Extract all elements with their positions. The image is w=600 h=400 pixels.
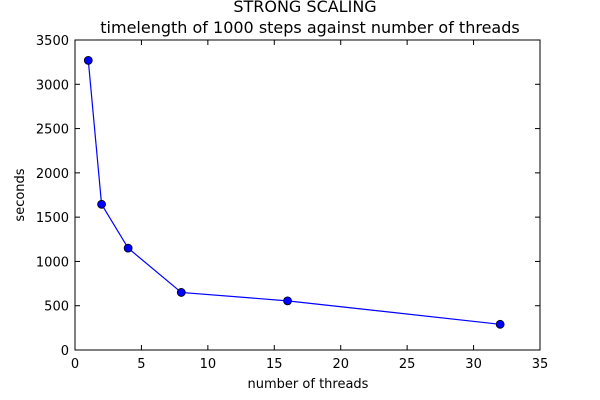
x-tick-label: 15 bbox=[266, 357, 283, 372]
axis-ticks: 0 5 10 15 20 25 30 35 0 500 1000 1500 2000 2500 3000 35… bbox=[36, 34, 548, 372]
x-tick-label: 35 bbox=[532, 357, 549, 372]
data-point bbox=[97, 199, 106, 209]
y-tick-label: 1500 bbox=[36, 211, 69, 226]
y-tick-label: 3500 bbox=[36, 34, 69, 49]
y-tick-label: 0 bbox=[61, 344, 69, 359]
y-tick-label: 2000 bbox=[36, 167, 69, 182]
data-point bbox=[83, 55, 93, 65]
data-point bbox=[176, 288, 186, 297]
y-tick-label: 3000 bbox=[36, 78, 69, 93]
x-tick-label: 5 bbox=[137, 357, 145, 372]
y-axis-label: seconds bbox=[13, 168, 28, 221]
y-tick-label: 2500 bbox=[36, 123, 69, 138]
data-point bbox=[123, 243, 133, 253]
y-tick-label: 500 bbox=[44, 300, 69, 315]
plot-frame bbox=[74, 39, 541, 351]
x-axis-label: number of threads bbox=[248, 377, 369, 392]
x-tick-label: 20 bbox=[332, 357, 349, 372]
data-point bbox=[283, 296, 292, 306]
chart-subtitle: timelength of 1000 steps against number … bbox=[100, 18, 519, 37]
data-point bbox=[495, 319, 505, 329]
x-tick-label: 0 bbox=[71, 357, 79, 372]
y-tick-label: 1000 bbox=[36, 255, 69, 270]
x-tick-label: 30 bbox=[465, 357, 482, 372]
x-tick-label: 10 bbox=[200, 357, 217, 372]
series-line bbox=[87, 60, 501, 325]
chart-title: STRONG SCALING bbox=[233, 0, 376, 16]
plot-series bbox=[83, 55, 505, 329]
x-tick-label: 25 bbox=[399, 357, 416, 372]
